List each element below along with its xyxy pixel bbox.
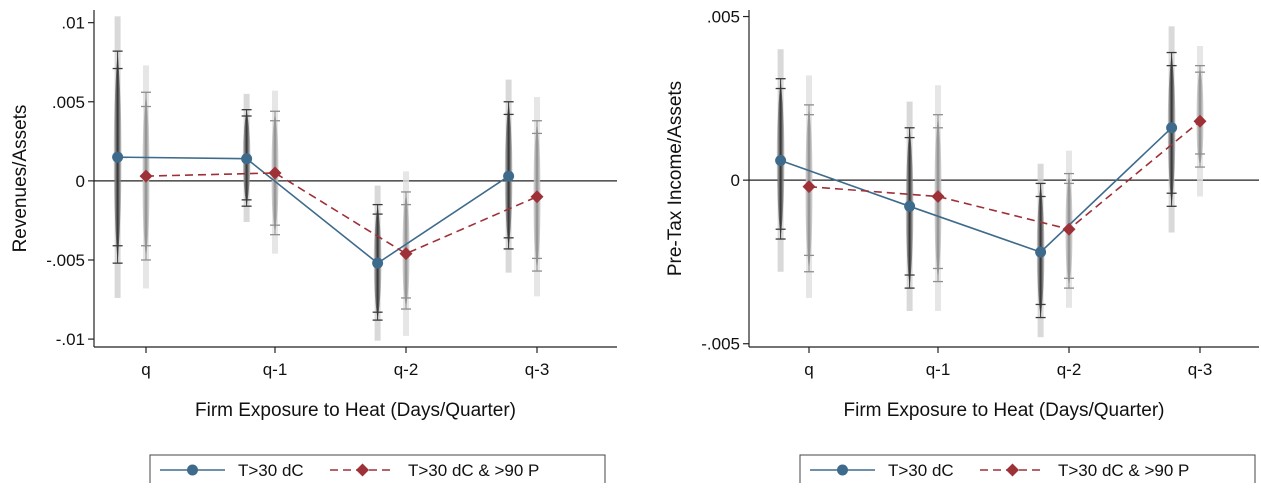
series-line-1 [117, 156, 510, 265]
data-point-diamond [399, 247, 413, 261]
y-tick-label: 0 [76, 172, 85, 191]
x-tick-label: q-2 [394, 360, 419, 379]
legend-marker-circle [837, 464, 848, 476]
data-point-diamond [1193, 114, 1207, 128]
data-point-diamond [530, 190, 544, 204]
x-tick-label: q-1 [926, 360, 951, 379]
series-line-1 [780, 127, 1173, 254]
legend-label: T>30 dC & >90 P [408, 461, 539, 480]
legend-marker-diamond [356, 463, 369, 477]
legend-label: T>30 dC [888, 461, 954, 480]
series-line-2 [145, 172, 538, 255]
data-point-circle [904, 200, 916, 212]
legend-marker-diamond [1006, 463, 1019, 477]
x-tick-label: q-3 [1188, 360, 1213, 379]
data-point-circle [503, 170, 515, 182]
legend-box [799, 454, 1256, 488]
x-tick-label: q-1 [263, 360, 288, 379]
y-tick-label: -.005 [46, 251, 85, 270]
data-point-circle [372, 257, 384, 269]
data-point-circle [1035, 246, 1047, 258]
legend-marker-circle [187, 464, 198, 476]
y-tick-label: -.01 [56, 330, 85, 349]
y-tick-label: -.005 [701, 335, 740, 354]
x-tick-label: q-2 [1057, 360, 1082, 379]
x-tick-label: q [804, 360, 813, 379]
data-point-diamond [931, 189, 945, 203]
data-point-circle [775, 155, 787, 167]
data-point-circle [112, 151, 124, 163]
data-point-diamond [268, 166, 282, 180]
x-tick-label: q [141, 360, 150, 379]
chart-panel-2: .005 0 -.005 q q-1 q-2 q-3 Pre-Tax Income/Asset… [665, 8, 1259, 488]
data-point-diamond [139, 169, 153, 183]
y-tick-label: .005 [52, 93, 85, 112]
data-point-circle [241, 153, 253, 165]
y-tick-label: .005 [707, 8, 740, 27]
data-point-diamond [802, 180, 816, 194]
x-tick-label: q-3 [525, 360, 550, 379]
y-axis-title: Revenues/Assets [10, 105, 31, 253]
legend-box [149, 454, 606, 488]
series-line-2 [808, 120, 1201, 231]
y-tick-label: .01 [61, 14, 85, 33]
data-point-diamond [1062, 222, 1076, 236]
data-point-circle [1166, 122, 1178, 134]
chart-panel-1: .01 .005 0 -.005 -.01 q q-1 q-2 q-3 Revenues/Asse… [10, 10, 617, 488]
x-axis-title: Firm Exposure to Heat (Days/Quarter) [844, 400, 1165, 421]
y-tick-label: 0 [731, 171, 740, 190]
y-axis-title: Pre-Tax Income/Assets [665, 81, 686, 276]
legend-label: T>30 dC [238, 461, 304, 480]
x-axis-title: Firm Exposure to Heat (Days/Quarter) [195, 400, 516, 421]
legend-label: T>30 dC & >90 P [1058, 461, 1189, 480]
